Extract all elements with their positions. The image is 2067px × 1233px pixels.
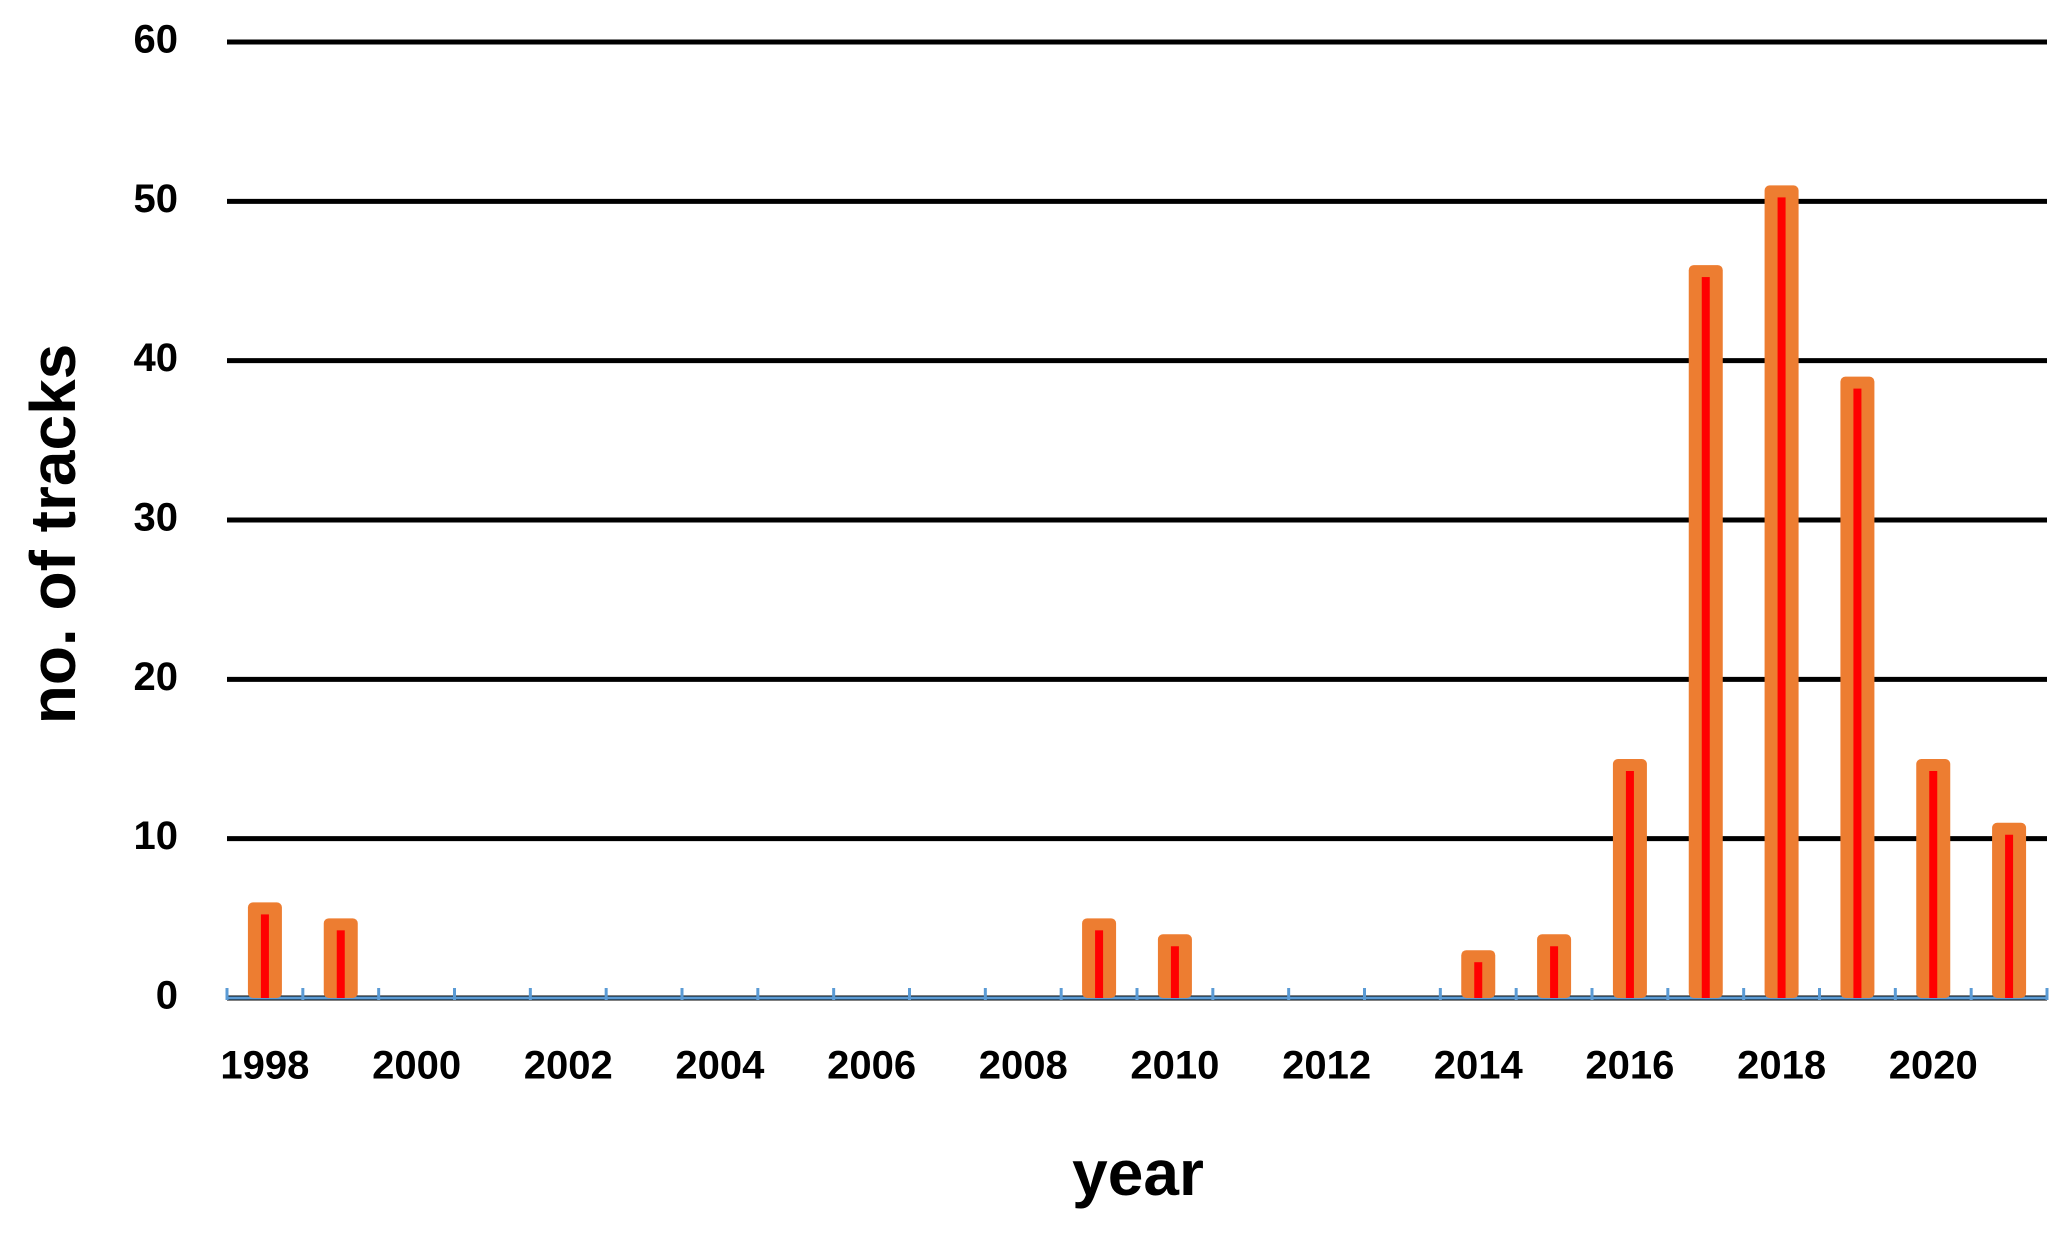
x-tick-label: 2016 [1585,1044,1674,1088]
bar-inner [1777,197,1786,998]
y-tick-label: 60 [134,18,179,62]
x-tick-label: 1998 [220,1044,309,1088]
y-axis-title: no. of tracks [17,344,89,725]
y-tick-label: 10 [134,814,179,858]
x-tick-label: 2018 [1737,1044,1826,1088]
x-tick-label: 2002 [524,1044,613,1088]
bar-inner [260,914,269,998]
x-tick-label: 2008 [979,1044,1068,1088]
y-tick-label: 50 [134,177,179,221]
bar-inner [2005,834,2014,998]
bar-inner [1625,771,1634,998]
bar-inner [336,930,345,998]
bar-inner [1095,930,1104,998]
bar-inner [1550,946,1559,998]
x-tick-label: 2012 [1282,1044,1371,1088]
y-tick-label: 30 [134,496,179,540]
bar-inner [1929,771,1938,998]
bar-inner [1474,962,1483,998]
x-tick-label: 2010 [1130,1044,1219,1088]
x-tick-label: 2006 [827,1044,916,1088]
bar-inner [1701,277,1710,999]
bar-inner [1853,388,1862,999]
x-axis-title: year [1072,1137,1204,1209]
x-tick-label: 2000 [372,1044,461,1088]
y-tick-label: 20 [134,655,179,699]
y-tick-label: 40 [134,336,179,380]
x-tick-label: 2014 [1434,1044,1524,1088]
x-tick-label: 2004 [675,1044,765,1088]
bar-inner [1170,946,1179,998]
x-tick-label: 2020 [1889,1044,1978,1088]
y-tick-label: 0 [156,974,178,1018]
